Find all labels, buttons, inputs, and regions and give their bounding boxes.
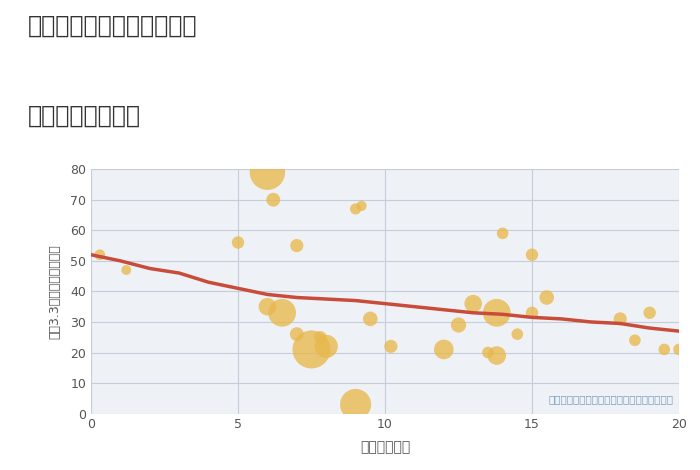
Point: [673, 346, 685, 353]
Point: [482, 349, 493, 356]
Point: [453, 321, 464, 329]
Point: [350, 400, 361, 408]
Point: [232, 239, 244, 246]
Text: 奈良県奈良市北之庄西町の: 奈良県奈良市北之庄西町の: [28, 14, 197, 38]
Text: 円の大きさは、取引のあった物件面積を示す: 円の大きさは、取引のあった物件面積を示す: [548, 394, 673, 404]
Point: [365, 315, 376, 322]
X-axis label: 駅距離（分）: 駅距離（分）: [360, 440, 410, 454]
Point: [291, 330, 302, 338]
Point: [94, 251, 106, 258]
Y-axis label: 坪（3.3㎡）単価（万円）: 坪（3.3㎡）単価（万円）: [49, 244, 62, 339]
Point: [629, 337, 641, 344]
Point: [306, 346, 317, 353]
Point: [497, 229, 508, 237]
Point: [385, 343, 396, 350]
Point: [526, 309, 538, 317]
Point: [262, 303, 273, 310]
Point: [321, 343, 332, 350]
Point: [526, 251, 538, 258]
Point: [659, 346, 670, 353]
Point: [120, 266, 132, 274]
Point: [541, 294, 552, 301]
Point: [512, 330, 523, 338]
Point: [491, 352, 503, 359]
Point: [438, 346, 449, 353]
Point: [267, 196, 279, 204]
Point: [644, 309, 655, 317]
Point: [468, 300, 479, 307]
Point: [291, 242, 302, 249]
Point: [315, 334, 326, 341]
Point: [276, 309, 288, 317]
Text: 駅距離別土地価格: 駅距離別土地価格: [28, 103, 141, 127]
Point: [350, 205, 361, 212]
Point: [356, 202, 367, 210]
Point: [615, 315, 626, 322]
Point: [491, 309, 503, 317]
Point: [262, 168, 273, 176]
